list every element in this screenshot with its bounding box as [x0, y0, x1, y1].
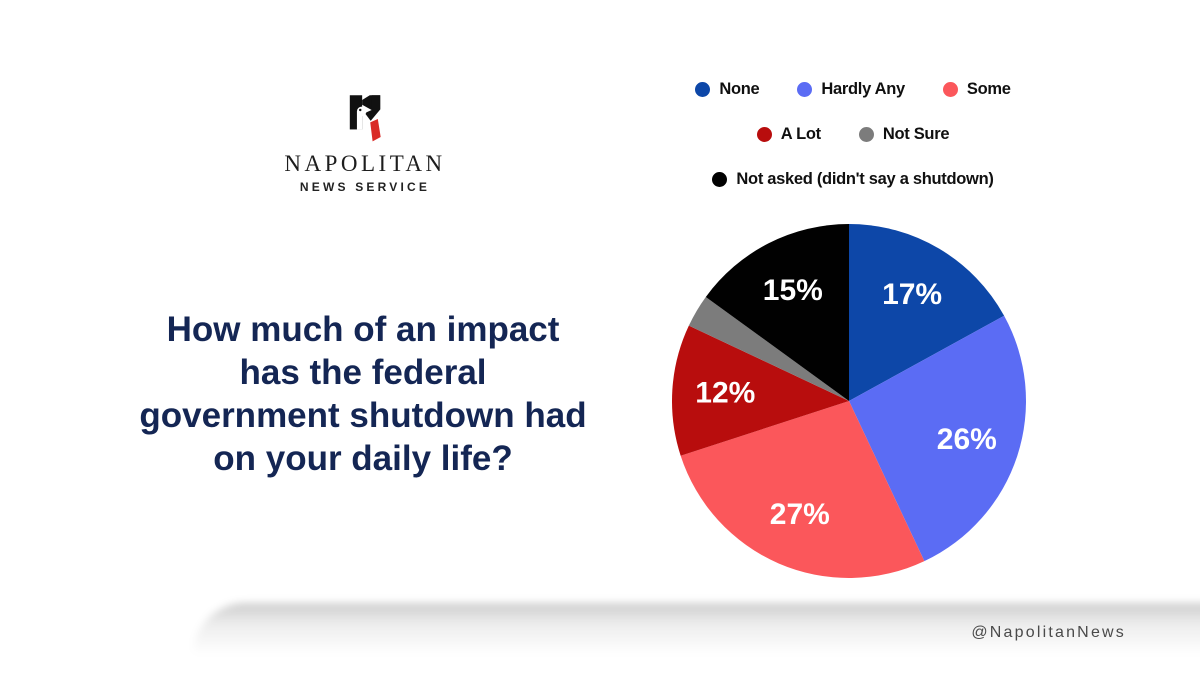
- pie-value-label-not-asked-didn-t-say-a-shutdown: 15%: [763, 274, 823, 307]
- pie-slice-not-sure: [688, 296, 849, 401]
- legend-item-some: Some: [942, 80, 1011, 99]
- legend-swatch-none-icon: [695, 82, 711, 97]
- legend-item-not-sure: Not Sure: [858, 125, 950, 144]
- pie-value-label-none: 17%: [882, 278, 942, 311]
- legend-swatch-a-lot-icon: [756, 127, 772, 142]
- brand-subtitle: NEWS SERVICE: [299, 180, 431, 194]
- legend-swatch-not-asked-icon: [712, 172, 728, 187]
- pie-chart: 17% 26% 27% 12% 15%: [671, 223, 1027, 579]
- brand-block: NAPOLITAN NEWS SERVICE: [265, 94, 465, 194]
- social-handle: @NapolitanNews: [971, 624, 1126, 641]
- pie-slice-hardly-any: [849, 315, 1027, 562]
- legend-row-3: Not asked (didn't say a shutdown): [712, 170, 994, 189]
- legend-item-a-lot: A Lot: [756, 125, 821, 144]
- legend-row-2: A Lot Not Sure: [756, 125, 950, 144]
- legend-label-hardly-any: Hardly Any: [821, 80, 905, 98]
- legend-label-a-lot: A Lot: [780, 125, 821, 143]
- question-line-4: on your daily life?: [213, 439, 513, 478]
- legend-swatch-hardly-any-icon: [797, 82, 813, 97]
- legend-label-some: Some: [966, 80, 1011, 98]
- pie-value-label-hardly-any: 26%: [937, 423, 997, 456]
- legend-label-not-sure: Not Sure: [882, 125, 950, 143]
- legend-item-not-asked: Not asked (didn't say a shutdown): [712, 170, 994, 189]
- legend-label-not-asked: Not asked (didn't say a shutdown): [736, 170, 994, 188]
- question-title: How much of an impact has the federal go…: [103, 308, 623, 480]
- question-line-3: government shutdown had: [139, 396, 587, 435]
- legend-item-hardly-any: Hardly Any: [797, 80, 905, 99]
- legend-label-none: None: [719, 80, 760, 98]
- legend-item-none: None: [695, 80, 760, 99]
- pie-value-label-some: 27%: [770, 498, 830, 531]
- chart-legend: None Hardly Any Some A Lot Not Sure: [648, 80, 1058, 189]
- card-bottom-shadow: [193, 603, 1200, 655]
- brand-name: NAPOLITAN: [284, 151, 446, 176]
- napolitan-eagle-n-logo-icon: [349, 95, 381, 142]
- question-line-2: has the federal: [239, 353, 487, 392]
- pie-value-label-a-lot: 12%: [695, 377, 755, 410]
- question-line-1: How much of an impact: [166, 310, 560, 349]
- pie-slice-some: [680, 401, 925, 578]
- pie-slice-a-lot: [671, 325, 849, 456]
- pie-slice-not-asked-didn-t-say-a-shutdown: [705, 224, 849, 401]
- pie-slice-none: [849, 224, 1005, 401]
- legend-row-1: None Hardly Any Some: [695, 80, 1011, 99]
- legend-swatch-not-sure-icon: [858, 127, 874, 142]
- legend-swatch-some-icon: [942, 82, 958, 97]
